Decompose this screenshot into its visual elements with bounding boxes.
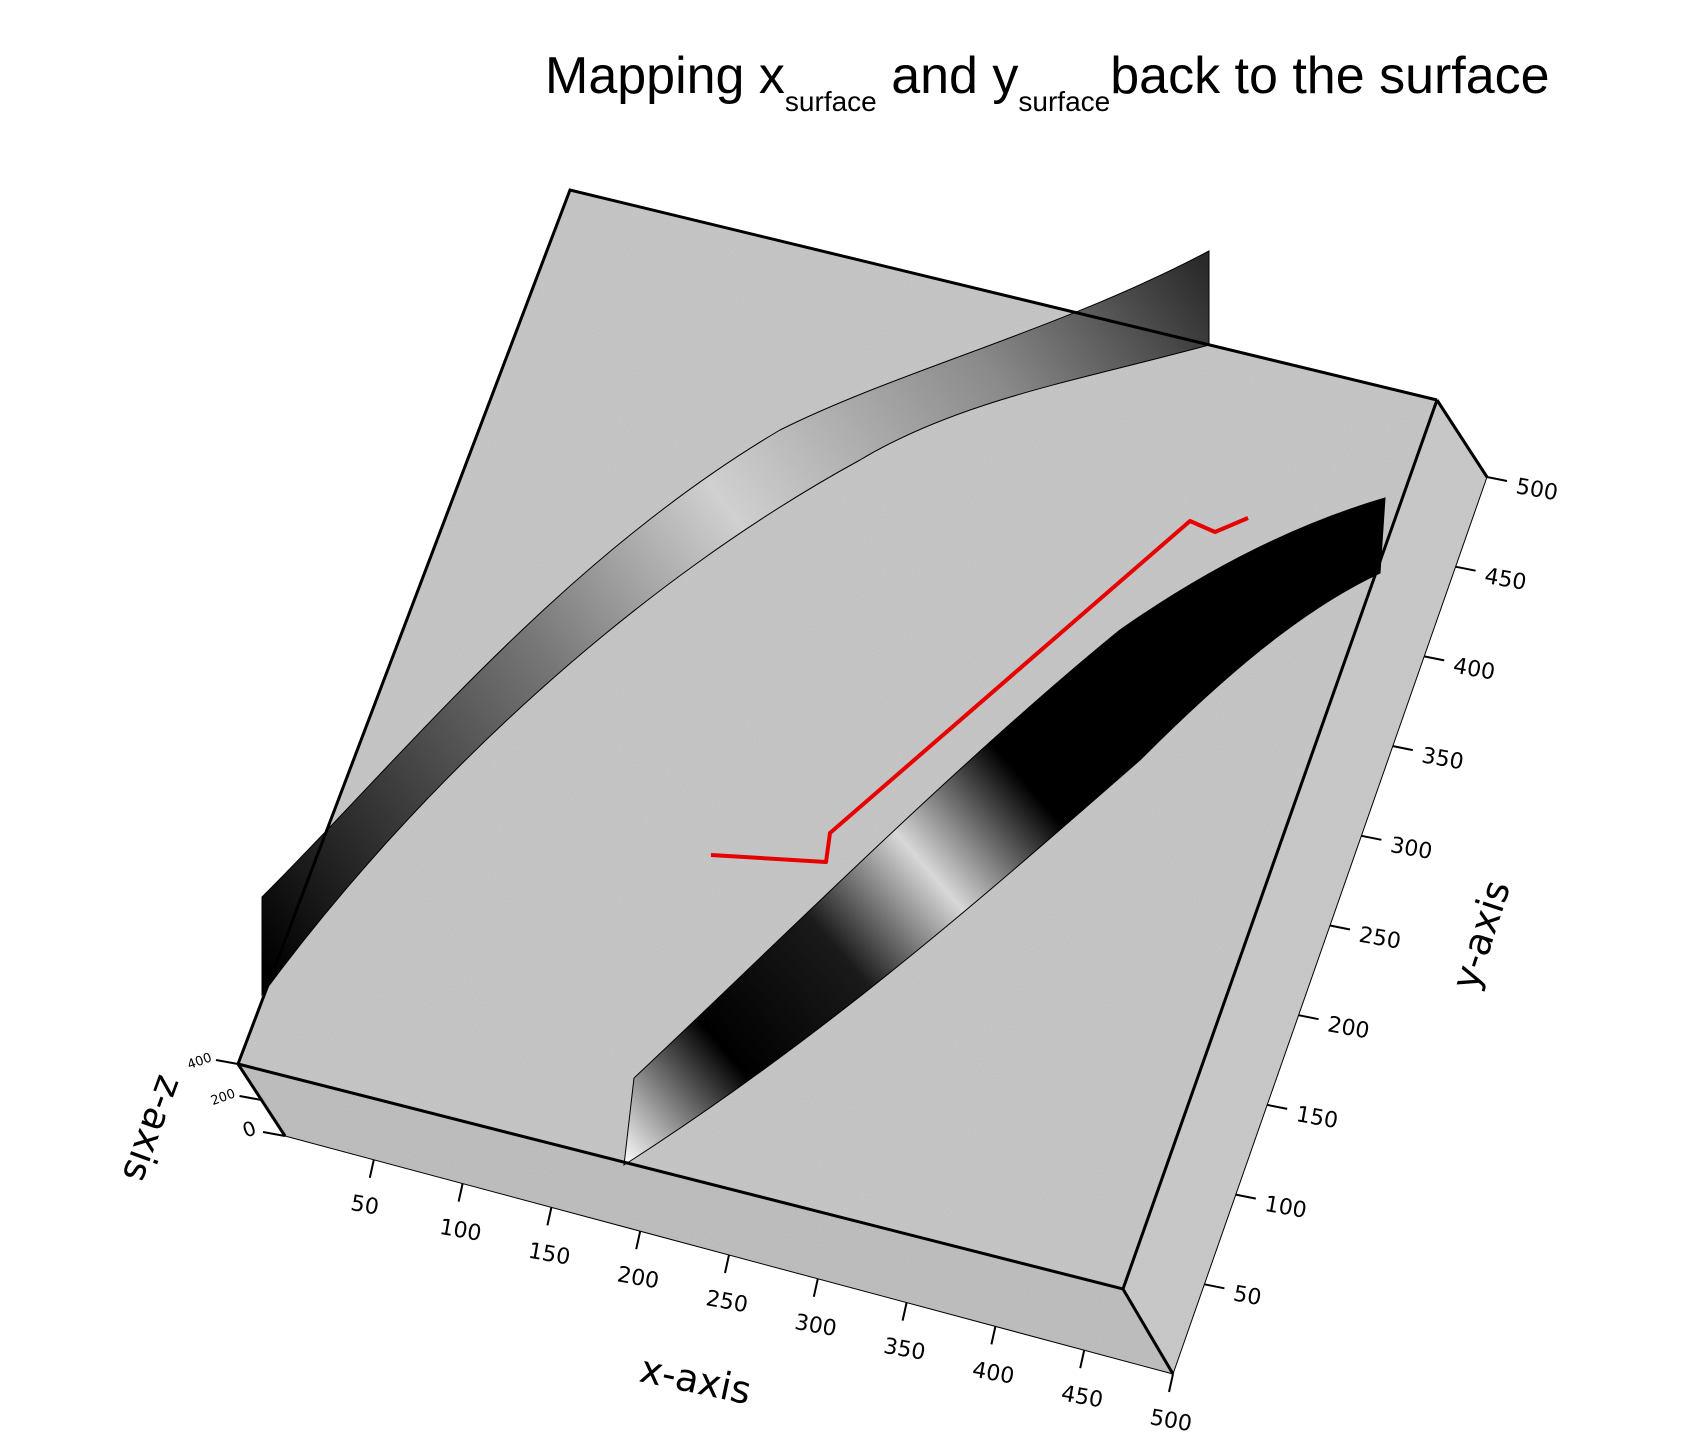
y-tick-mark — [1204, 1283, 1225, 1290]
y-axis-label: y-axis — [1443, 875, 1519, 995]
z-tick-label: 0 — [239, 1116, 259, 1143]
y-tick-mark — [1267, 1103, 1288, 1110]
front-side-texture — [238, 1064, 1173, 1374]
y-tick-mark — [1486, 476, 1508, 482]
y-tick-mark — [1455, 565, 1476, 572]
trench-wall — [623, 497, 1386, 1166]
title-end: back to the surface — [1110, 47, 1550, 105]
y-tick-mark — [1329, 924, 1351, 931]
y-tick-label: 50 — [1231, 1282, 1263, 1311]
title-subscript-x: surface — [784, 86, 877, 117]
y-tick-label: 300 — [1388, 833, 1434, 865]
y-tick-label: 400 — [1451, 654, 1497, 686]
z-tick-mark — [239, 1095, 262, 1101]
z-tick-mark — [215, 1059, 239, 1065]
title-main: Mapping x — [545, 47, 785, 105]
x-tick-mark — [1079, 1349, 1086, 1369]
y-tick-mark — [1235, 1193, 1256, 1200]
right-side-texture — [1123, 400, 1487, 1374]
y-tick-label: 100 — [1263, 1192, 1309, 1224]
x-tick-mark — [990, 1326, 997, 1345]
x-tick-label: 500 — [1148, 1405, 1194, 1437]
y-tick-mark — [1392, 745, 1413, 752]
y-tick-label: 150 — [1294, 1102, 1340, 1134]
x-tick-mark — [724, 1254, 730, 1274]
y-tick-label: 250 — [1357, 923, 1403, 955]
x-tick-label: 300 — [793, 1310, 839, 1342]
z-tick-mark — [262, 1131, 286, 1137]
x-tick-label: 50 — [349, 1191, 381, 1220]
y-tick-mark — [1361, 834, 1382, 841]
x-tick-label: 350 — [882, 1334, 928, 1366]
x-tick-label: 400 — [970, 1358, 1016, 1390]
y-tick-label: 450 — [1483, 564, 1529, 596]
x-tick-mark — [901, 1302, 908, 1321]
figure-title: Mapping xsurface and ysurfaceback to the… — [545, 46, 1665, 117]
top-surface-texture — [238, 190, 1437, 1289]
y-tick-mark — [1298, 1014, 1319, 1021]
x-tick-label: 150 — [526, 1239, 572, 1271]
mapped-path — [710, 516, 1249, 864]
y-tick-label: 500 — [1514, 474, 1560, 506]
x-tick-mark — [457, 1183, 464, 1202]
x-tick-label: 100 — [438, 1215, 484, 1247]
x-tick-mark — [812, 1278, 819, 1298]
y-tick-label: 200 — [1326, 1012, 1372, 1044]
y-tick-label: 350 — [1420, 743, 1466, 775]
y-tick-mark — [1424, 655, 1445, 662]
title-subscript-y: surface — [1018, 86, 1111, 117]
x-tick-label: 200 — [615, 1262, 661, 1294]
title-mid: and y — [876, 47, 1019, 105]
block-edges — [236, 188, 1489, 1375]
x-tick-label: 250 — [704, 1286, 750, 1318]
x-axis-label: x-axis — [636, 1347, 755, 1413]
z-tick-label: 400 — [186, 1050, 214, 1073]
x-tick-mark — [368, 1159, 375, 1179]
x-tick-mark — [546, 1207, 553, 1226]
x-tick-label: 450 — [1059, 1381, 1105, 1413]
x-tick-mark — [635, 1230, 642, 1250]
z-axis-label: z-axis — [114, 1070, 193, 1188]
z-tick-label: 200 — [209, 1086, 237, 1109]
x-tick-mark — [1168, 1373, 1174, 1393]
